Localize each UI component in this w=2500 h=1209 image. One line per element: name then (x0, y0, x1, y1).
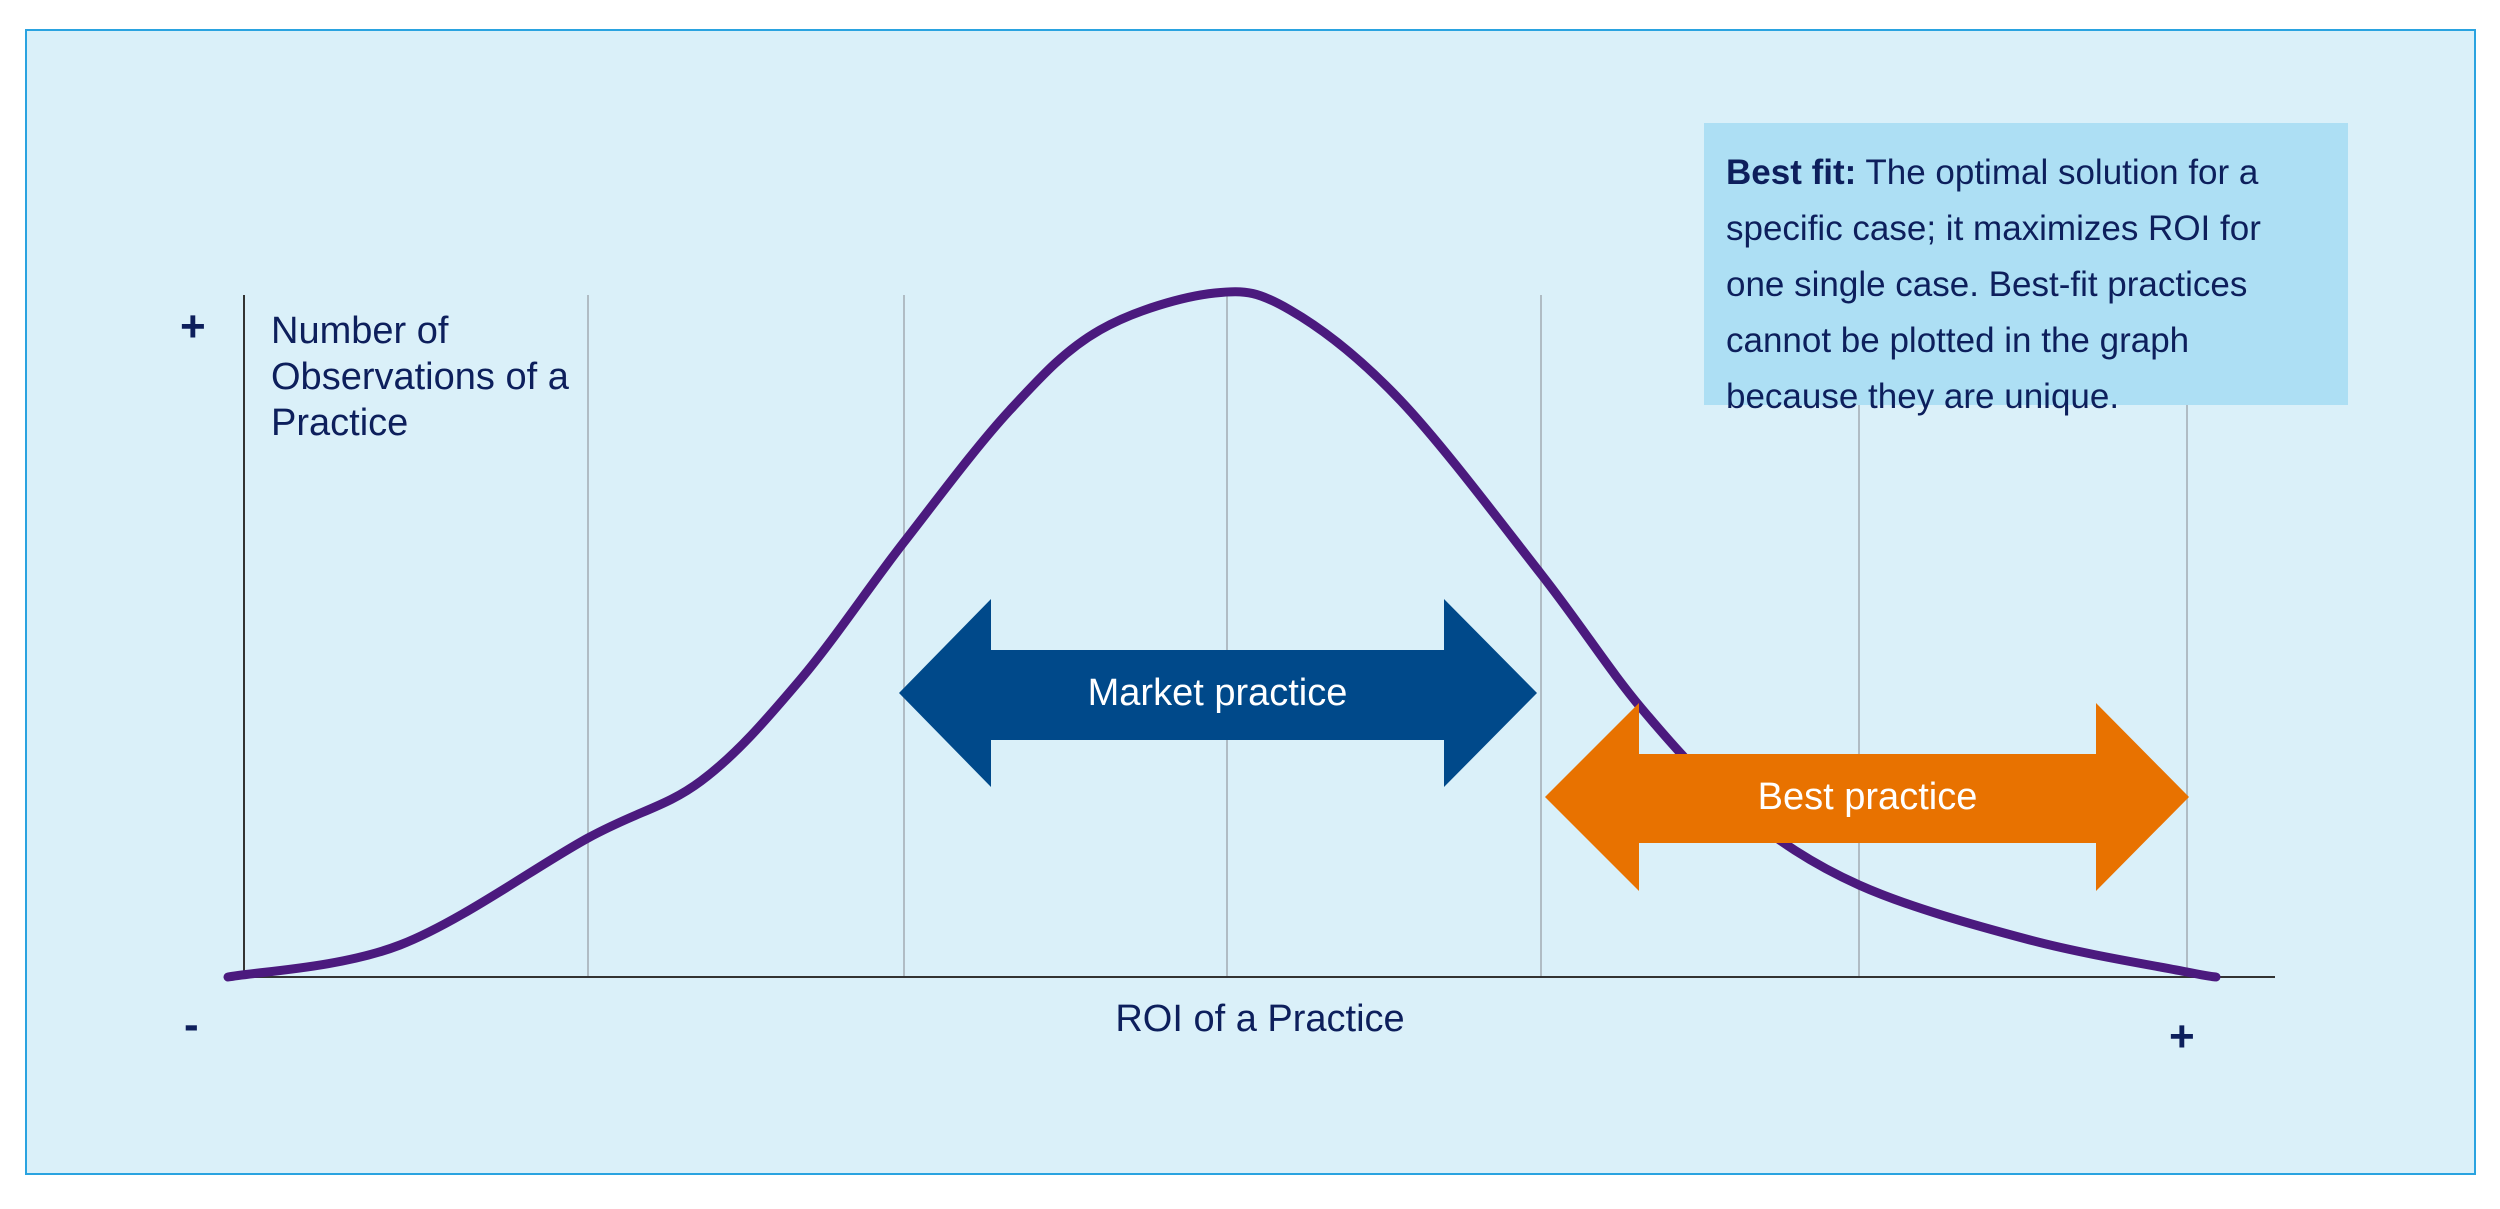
x-axis-minus-sign: - (184, 1000, 199, 1049)
x-axis-label: ROI of a Practice (1115, 998, 1405, 1040)
info-box-title: Best fit: (1726, 153, 1857, 192)
info-box-text: The optimal solution for a specific case… (1726, 153, 2261, 416)
market-practice-arrow (899, 599, 1537, 787)
y-axis-label: Number of Observations of a Practice (271, 310, 569, 444)
x-axis-plus-sign: + (2169, 1012, 2195, 1061)
y-axis-plus-sign: + (180, 302, 206, 351)
best-fit-info-box: Best fit: The optimal solution for a spe… (1704, 123, 2348, 416)
best-practice-arrow (1545, 703, 2189, 891)
market-practice-label: Market practice (1087, 672, 1348, 714)
best-practice-label: Best practice (1757, 776, 1978, 818)
gridlines (587, 295, 2188, 977)
distribution-curve (223, 287, 2221, 982)
